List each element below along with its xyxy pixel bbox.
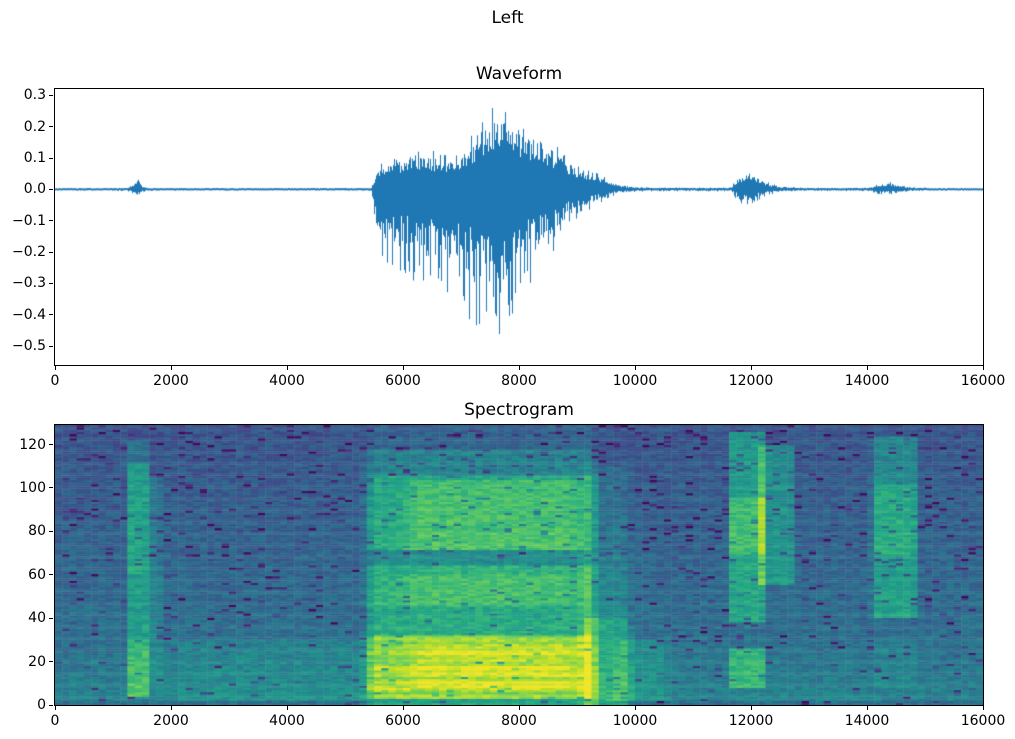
x-tick-mark: [286, 706, 288, 710]
y-tick-label: 0.3: [23, 87, 46, 104]
x-tick-label: 2000: [153, 713, 189, 729]
y-tick-mark: [49, 157, 53, 159]
x-tick-label: 2000: [153, 373, 189, 389]
y-tick-label: 80: [28, 523, 46, 540]
spectrogram-plot-area: [54, 424, 984, 706]
y-tick-mark: [49, 574, 53, 576]
x-tick-mark: [634, 366, 636, 370]
spectrogram-canvas: [55, 425, 983, 705]
y-tick-label: 20: [28, 653, 46, 670]
figure-suptitle: Left: [491, 8, 524, 28]
y-tick-mark: [49, 704, 53, 706]
x-tick-label: 10000: [612, 713, 658, 729]
y-tick-mark: [49, 314, 53, 316]
y-tick-mark: [49, 487, 53, 489]
x-tick-mark: [518, 366, 520, 370]
y-tick-mark: [49, 530, 53, 532]
y-tick-mark: [49, 345, 53, 347]
x-tick-mark: [518, 706, 520, 710]
y-tick-mark: [49, 661, 53, 663]
x-tick-label: 4000: [269, 713, 305, 729]
waveform-plot-area: [54, 88, 984, 366]
x-tick-mark: [286, 366, 288, 370]
y-tick-label: 100: [19, 479, 46, 496]
waveform-title: Waveform: [475, 64, 563, 84]
x-tick-mark: [402, 366, 404, 370]
y-tick-label: 0: [37, 697, 46, 713]
x-tick-mark: [750, 366, 752, 370]
x-tick-mark: [170, 366, 172, 370]
x-tick-label: 8000: [501, 373, 537, 389]
y-tick-label: −0.3: [12, 275, 46, 292]
x-tick-label: 16000: [960, 713, 1006, 729]
x-tick-label: 14000: [844, 713, 890, 729]
y-tick-mark: [49, 94, 53, 96]
y-tick-mark: [49, 188, 53, 190]
x-tick-label: 0: [50, 713, 60, 729]
x-tick-mark: [750, 706, 752, 710]
y-tick-mark: [49, 251, 53, 253]
y-tick-label: −0.1: [12, 212, 46, 229]
y-tick-mark: [49, 617, 53, 619]
y-tick-mark: [49, 220, 53, 222]
x-tick-mark: [54, 366, 56, 370]
x-tick-mark: [170, 706, 172, 710]
y-tick-label: 120: [19, 436, 46, 453]
spectrogram-title: Spectrogram: [464, 400, 574, 420]
waveform-canvas: [55, 89, 983, 365]
x-tick-label: 10000: [612, 373, 658, 389]
x-tick-mark: [866, 706, 868, 710]
y-tick-mark: [49, 126, 53, 128]
x-tick-label: 8000: [501, 713, 537, 729]
x-tick-label: 14000: [844, 373, 890, 389]
x-tick-mark: [866, 366, 868, 370]
x-tick-label: 0: [50, 373, 60, 389]
x-tick-label: 16000: [960, 373, 1006, 389]
y-tick-label: 0.2: [23, 118, 46, 135]
y-tick-label: −0.5: [12, 338, 46, 355]
x-tick-mark: [982, 366, 984, 370]
x-tick-mark: [54, 706, 56, 710]
x-tick-label: 6000: [385, 373, 421, 389]
x-tick-label: 4000: [269, 373, 305, 389]
x-tick-mark: [634, 706, 636, 710]
y-tick-label: 0.0: [23, 181, 46, 198]
y-tick-label: 0.1: [23, 150, 46, 166]
x-tick-label: 6000: [385, 713, 421, 729]
y-tick-label: 40: [28, 610, 46, 627]
y-tick-mark: [49, 282, 53, 284]
x-tick-mark: [402, 706, 404, 710]
y-tick-label: −0.4: [12, 306, 46, 323]
y-tick-label: −0.2: [12, 244, 46, 261]
y-tick-label: 60: [28, 566, 46, 583]
x-tick-label: 12000: [728, 713, 774, 729]
x-tick-label: 12000: [728, 373, 774, 389]
y-tick-mark: [49, 444, 53, 446]
x-tick-mark: [982, 706, 984, 710]
